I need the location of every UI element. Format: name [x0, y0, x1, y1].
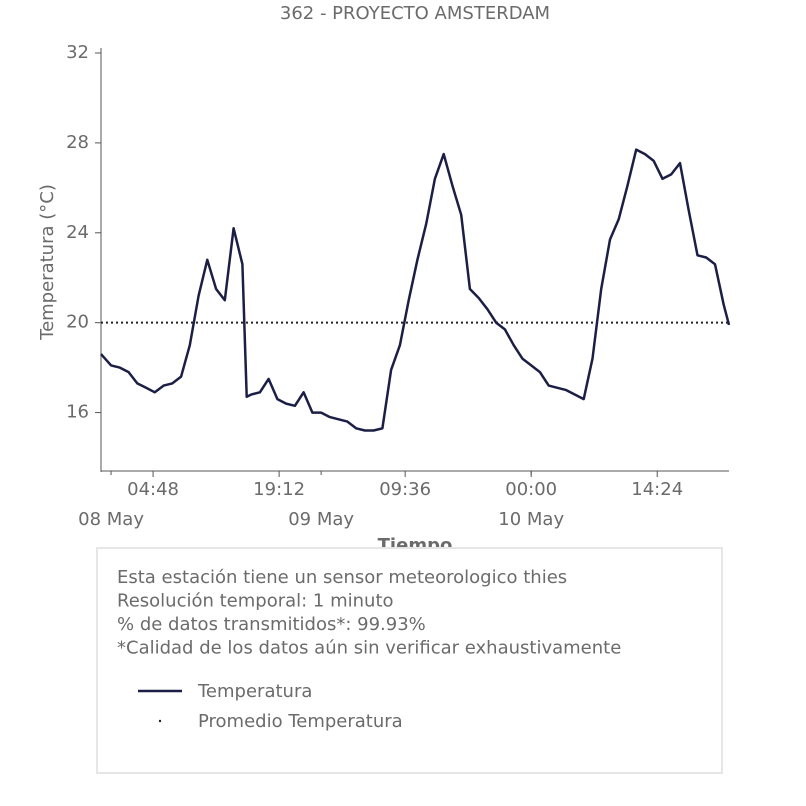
y-tick-label: 32 [66, 42, 89, 63]
x-tick-label: 04:48 [127, 479, 179, 500]
legend-dot [158, 719, 162, 723]
x-tick-label: 19:12 [253, 479, 305, 500]
info-line: Resolución temporal: 1 minuto [117, 591, 394, 612]
x-tick-label: 14:24 [631, 479, 683, 500]
info-line: % de datos transmitidos*: 99.93% [117, 614, 426, 635]
temperature-line [100, 148, 731, 432]
x-date-label: 08 May [78, 509, 144, 530]
x-tick-label: 09:36 [379, 479, 431, 500]
y-tick-label: 16 [66, 402, 89, 423]
legend-label: Temperatura [197, 681, 312, 702]
y-tick-label: 24 [66, 222, 89, 243]
y-axis-label: Temperatura (°C) [37, 184, 58, 341]
x-tick-label: 00:00 [505, 479, 557, 500]
legend-label: Promedio Temperatura [198, 711, 403, 732]
info-line: *Calidad de los datos aún sin verificar … [117, 638, 621, 659]
y-tick-label: 20 [66, 312, 89, 333]
x-date-label: 09 May [288, 509, 354, 530]
y-tick-label: 28 [66, 132, 89, 153]
info-box [96, 547, 723, 774]
chart-title: 362 - PROYECTO AMSTERDAM [280, 3, 550, 24]
info-line: Esta estación tiene un sensor meteorolog… [117, 567, 567, 588]
x-date-label: 10 May [498, 509, 564, 530]
